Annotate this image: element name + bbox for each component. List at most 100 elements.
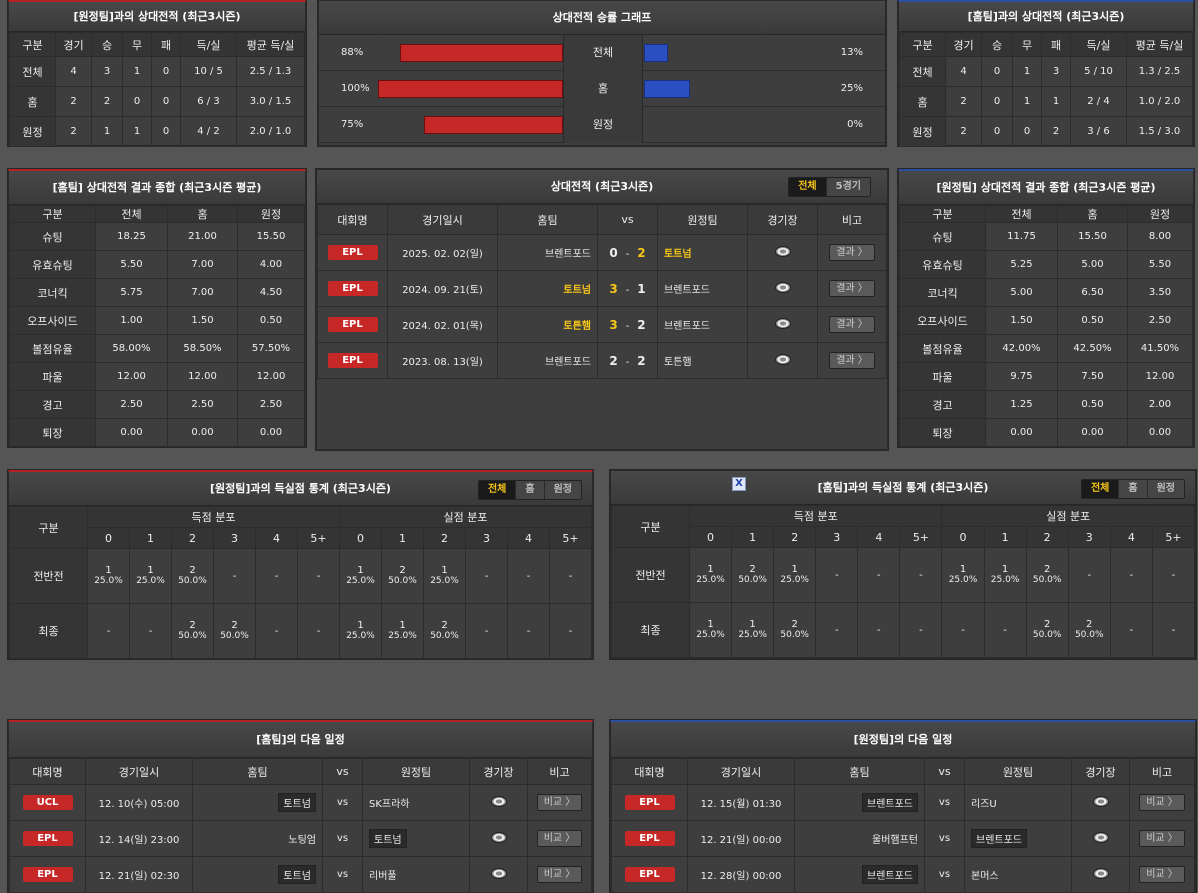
cell-count: 2: [231, 620, 238, 631]
league-cell: EPL: [9, 820, 86, 857]
stadium-cell: [747, 234, 818, 271]
away-team: 리즈U: [971, 799, 997, 810]
distribution-cell: 1 25.0%: [381, 603, 424, 659]
h2h-away-table: 구분 경기 승 무 패 득/실 평균 득/실 전체 4 3 1 0 10 / 5 2.5 / 1.3 홈 2…: [9, 32, 305, 147]
distribution-cell: -: [507, 548, 550, 604]
compare-button[interactable]: 비교 〉: [536, 830, 583, 847]
column-header: 대회명: [317, 204, 388, 235]
cell-count: -: [834, 569, 839, 581]
table-cell: 3: [1041, 56, 1071, 87]
league-cell: EPL: [9, 856, 86, 893]
compare-button[interactable]: 비교 〉: [1139, 830, 1185, 847]
tab-5games[interactable]: 5경기: [825, 178, 870, 196]
row-label: 전반전: [9, 548, 88, 604]
table-row: 유효슈팅 5.50 7.00 4.00: [9, 250, 305, 279]
home-team-cell: 토트넘: [192, 856, 323, 893]
distribution-cell: 2 50.0%: [213, 603, 256, 659]
away-team: SK프라하: [369, 799, 410, 810]
compare-button[interactable]: 비교 〉: [536, 866, 583, 883]
table-row: 슈팅 11.75 15.50 8.00: [899, 222, 1193, 251]
graph-row-label: 전체: [563, 35, 643, 71]
result-button[interactable]: 결과 〉: [829, 316, 875, 333]
league-badge: EPL: [624, 831, 675, 846]
stadium-icon[interactable]: [774, 353, 791, 365]
column-header: 경기장: [1071, 758, 1130, 785]
date-cell: 12. 21(일) 00:00: [687, 820, 795, 857]
column-header: 홈팀: [192, 758, 323, 785]
stadium-icon[interactable]: [774, 317, 791, 329]
cell-count: 1: [357, 620, 364, 631]
table-cell: 11.75: [985, 222, 1058, 251]
goals-tabs: 전체 홈 원정: [477, 480, 582, 500]
table-cell: 2: [55, 86, 92, 117]
compare-button[interactable]: 비교 〉: [536, 794, 583, 811]
distribution-cell: -: [507, 603, 550, 659]
tab-home[interactable]: 홈: [515, 481, 543, 499]
cell-percent: 25.0%: [696, 630, 725, 640]
stadium-cell: [747, 270, 818, 307]
schedule-row: EPL 12. 14(일) 23:00 노팅엄 vs 토트넘 비교 〉: [9, 820, 592, 857]
row-label: 퇴장: [899, 418, 986, 447]
league-badge: EPL: [22, 831, 73, 846]
home-rate-bar: [400, 44, 563, 62]
stadium-icon[interactable]: [1092, 867, 1109, 879]
table-cell: 1.00: [95, 306, 168, 335]
column-header: 홈팀: [794, 758, 925, 785]
cell-percent: 50.0%: [1032, 630, 1062, 640]
table-cell: 0.00: [167, 418, 238, 447]
stadium-icon[interactable]: [774, 281, 791, 293]
cell-percent: 25.0%: [388, 631, 417, 641]
goal-count-header: 3: [1067, 526, 1111, 548]
tab-all[interactable]: 전체: [789, 178, 826, 196]
home-team: 토트넘: [497, 270, 598, 307]
result-button[interactable]: 결과 〉: [829, 352, 875, 369]
away-summary-table: 구분 전체 홈 원정 슈팅 11.75 15.50 8.00 유효슈팅 5.25 5.00 5.50…: [899, 205, 1193, 447]
tab-all[interactable]: 전체: [1081, 480, 1119, 498]
result-button[interactable]: 결과 〉: [829, 280, 875, 297]
tab-away[interactable]: 원정: [543, 481, 581, 499]
stadium-icon[interactable]: [490, 795, 507, 807]
tab-away[interactable]: 원정: [1146, 480, 1184, 498]
table-cell: 1.25: [985, 390, 1058, 419]
home-team-cell: 브렌트포드: [794, 856, 925, 893]
result-button[interactable]: 결과 〉: [829, 244, 875, 261]
table-cell: 1: [122, 56, 152, 87]
cell-count: -: [877, 569, 881, 581]
stadium-icon[interactable]: [490, 867, 507, 879]
table-cell: 5 / 10: [1070, 56, 1127, 87]
table-cell: 0.00: [1057, 418, 1128, 447]
compare-button[interactable]: 비교 〉: [1139, 866, 1185, 883]
score-cell: 2-2: [597, 342, 658, 379]
league-badge: EPL: [327, 245, 378, 260]
stadium-icon[interactable]: [1092, 831, 1109, 843]
tab-all[interactable]: 전체: [478, 481, 516, 499]
column-header: 구분: [9, 205, 96, 223]
distribution-cell: -: [465, 548, 508, 604]
action-cell: 비교 〉: [527, 856, 592, 893]
table-cell: 12.00: [95, 362, 168, 391]
goal-count-header: 3: [213, 527, 256, 549]
row-header-label: 구분: [9, 506, 88, 549]
tab-home[interactable]: 홈: [1118, 480, 1146, 498]
stadium-icon[interactable]: [490, 831, 507, 843]
home-team: 토트넘: [278, 865, 316, 884]
graph-row-label: 원정: [563, 107, 643, 143]
distribution-cell: 2 50.0%: [773, 602, 817, 658]
goal-count-header: 4: [1109, 526, 1153, 548]
score-separator: -: [625, 320, 630, 332]
score-separator: -: [625, 248, 630, 260]
column-header: 원정: [237, 205, 305, 223]
stadium-icon[interactable]: [774, 245, 791, 257]
cell-count: 1: [147, 565, 154, 576]
cell-percent: 50.0%: [178, 576, 207, 586]
cell-count: 1: [707, 619, 714, 630]
table-cell: 2: [91, 86, 123, 117]
table-cell: 7.00: [167, 250, 238, 279]
compare-button[interactable]: 비교 〉: [1139, 794, 1185, 811]
vs-cell: vs: [322, 820, 363, 857]
column-header: 구분: [899, 32, 946, 57]
distribution-cell: -: [1067, 547, 1111, 603]
table-cell: 4: [945, 56, 982, 87]
distribution-cell: 2 50.0%: [171, 603, 214, 659]
stadium-icon[interactable]: [1092, 795, 1109, 807]
